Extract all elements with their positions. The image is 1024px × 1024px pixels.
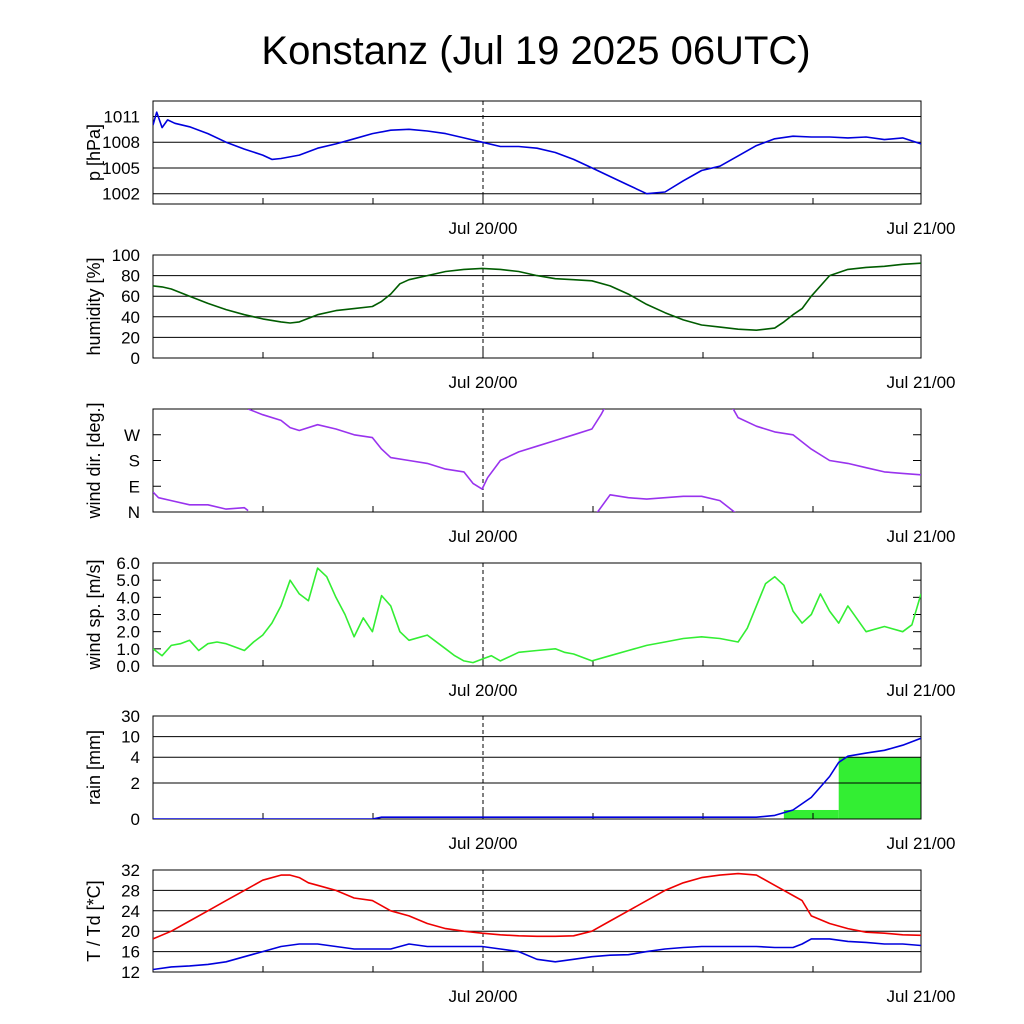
panel-rain: 0 2 410 30 rain [mm] Jul 20/00 Jul 21/00 (84, 707, 956, 853)
series-line-rain-0 (153, 737, 921, 819)
y-tick-label: 10 (121, 728, 140, 747)
y-tick-label: 16 (121, 943, 140, 962)
y-tick-label: 20 (121, 922, 140, 941)
rain-bar-0 (783, 809, 839, 819)
y-axis-label: p [hPa] (84, 124, 104, 181)
x-tick-label: Jul 21/00 (887, 987, 956, 1006)
series-line-pressure-0 (153, 111, 921, 195)
y-tick-label: 1011 (103, 107, 140, 126)
y-tick-label: 20 (121, 328, 140, 347)
y-tick-label: 0 (131, 349, 140, 368)
x-tick-label: Jul 20/00 (449, 681, 518, 700)
x-tick-label: Jul 21/00 (887, 834, 956, 853)
y-tick-label: 40 (121, 308, 140, 327)
y-axis-label: wind dir. [deg.] (84, 402, 104, 519)
x-tick-label: Jul 21/00 (887, 219, 956, 238)
series-line-humidity-0 (153, 262, 921, 331)
y-tick-label: 0.0 (116, 657, 140, 676)
panel-frame (152, 254, 922, 359)
y-tick-label: 1005 (102, 159, 140, 178)
y-tick-label: 32 (121, 861, 140, 880)
panel-frame (152, 408, 922, 513)
y-axis-label: T / Td [*C] (84, 880, 104, 961)
y-tick-label: 5.0 (116, 571, 140, 590)
y-tick-label: 1.0 (116, 640, 140, 659)
series-line-wind_speed-0 (153, 567, 921, 664)
x-tick-label: Jul 21/00 (887, 681, 956, 700)
x-tick-label: Jul 21/00 (887, 527, 956, 546)
y-axis-label: rain [mm] (84, 730, 104, 805)
y-tick-label: N (128, 503, 140, 522)
series-line-temperature_dewpoint-1 (153, 938, 921, 971)
y-axis-label: humidity [%] (84, 257, 104, 355)
chart-title: Konstanz (Jul 19 2025 06UTC) (261, 29, 811, 73)
y-tick-label: 100 (112, 246, 140, 265)
series-line-wind_direction-2 (596, 494, 736, 512)
y-tick-label: E (129, 477, 140, 496)
series-line-wind_direction-3 (732, 409, 921, 476)
x-tick-label: Jul 20/00 (449, 527, 518, 546)
y-tick-label: 30 (121, 707, 140, 726)
y-tick-label: 2.0 (116, 623, 140, 642)
y-tick-label: 80 (121, 267, 140, 286)
y-tick-label: W (124, 426, 140, 445)
panel-frame (152, 715, 922, 820)
y-tick-label: 4.0 (116, 588, 140, 607)
panel-frame (152, 562, 922, 667)
y-tick-label: 1008 (102, 133, 140, 152)
panel-frame (152, 869, 922, 973)
x-tick-label: Jul 20/00 (449, 219, 518, 238)
y-tick-label: 1002 (102, 185, 140, 204)
y-tick-label: 0 (131, 810, 140, 829)
y-tick-label: 6.0 (116, 554, 140, 573)
panel-frame (152, 100, 922, 205)
y-tick-label: 60 (121, 287, 140, 306)
y-tick-label: 24 (121, 902, 140, 921)
rain-bar-1 (838, 757, 921, 819)
x-tick-label: Jul 21/00 (887, 373, 956, 392)
x-tick-label: Jul 20/00 (449, 834, 518, 853)
y-tick-label: 28 (121, 881, 140, 900)
series-line-wind_direction-1 (247, 409, 605, 490)
panel-wind_speed: 0.01.02.03.04.05.06.0 wind sp. [m/s] Jul 2… (84, 554, 956, 700)
y-axis-label: wind sp. [m/s] (84, 559, 104, 670)
y-tick-label: 2 (131, 774, 140, 793)
x-tick-label: Jul 20/00 (449, 373, 518, 392)
y-tick-label: 3.0 (116, 606, 140, 625)
y-tick-label: S (129, 452, 140, 471)
series-line-temperature_dewpoint-0 (153, 872, 921, 940)
y-tick-label: 4 (131, 748, 140, 767)
series-line-wind_direction-0 (153, 491, 249, 512)
y-tick-label: 12 (121, 963, 140, 982)
x-tick-label: Jul 20/00 (449, 987, 518, 1006)
